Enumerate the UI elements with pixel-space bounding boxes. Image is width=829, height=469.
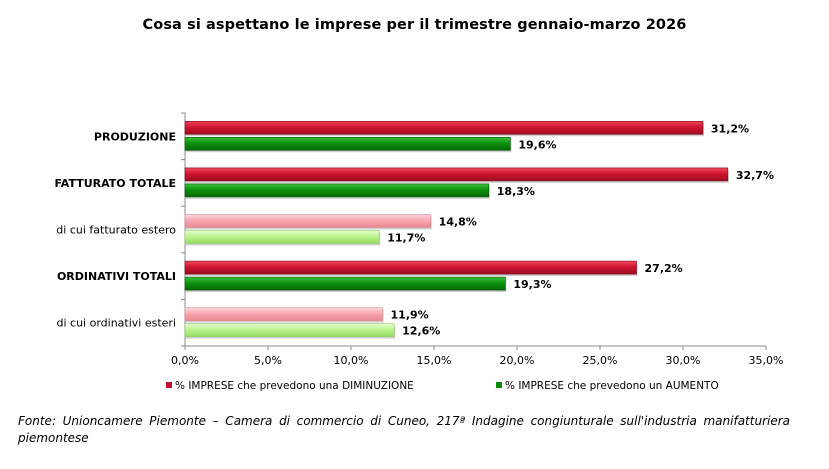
legend-swatch-aumento [496,382,502,388]
bar-diminuzione [184,167,729,182]
value-label-aumento: 19,6% [518,138,556,151]
value-label-aumento: 19,3% [513,278,551,291]
chart-title: Cosa si aspettano le imprese per il trim… [142,17,687,33]
x-tick-label: 35,0% [749,354,784,367]
value-label-diminuzione: 11,9% [391,309,429,322]
legend-swatch-diminuzione [166,382,172,388]
category-label: FATTURATO TOTALE [55,177,176,190]
value-label-diminuzione: 31,2% [711,122,749,135]
value-label-diminuzione: 14,8% [439,216,477,229]
bar-aumento [184,183,490,198]
category-label: di cui fatturato estero [56,224,176,237]
category-label: ORDINATIVI TOTALI [57,270,176,283]
bar-diminuzione [184,260,637,275]
value-label-diminuzione: 27,2% [645,262,683,275]
legend-label-diminuzione: % IMPRESE che prevedono una DIMINUZIONE [175,380,414,392]
category-label: PRODUZIONE [94,130,176,143]
source-note: Fonte: Unioncamere Piemonte – Camera di … [18,414,790,445]
x-tick-label: 5,0% [254,354,282,367]
bar-aumento [184,276,506,291]
bar-diminuzione [184,121,704,135]
value-label-aumento: 12,6% [402,325,440,338]
value-label-diminuzione: 32,7% [736,169,774,182]
bar-diminuzione [184,214,431,228]
x-tick-label: 30,0% [666,354,701,367]
x-tick-label: 0,0% [171,354,199,367]
legend-label-aumento: % IMPRESE che prevedono un AUMENTO [505,380,719,392]
x-tick-label: 20,0% [500,354,535,367]
bar-aumento [184,137,511,151]
x-tick-label: 10,0% [334,354,369,367]
bar-aumento [184,230,380,244]
bar-diminuzione [184,307,383,322]
value-label-aumento: 11,7% [387,232,425,245]
bar-aumento [184,323,395,338]
category-label: di cui ordinativi esteri [56,317,176,330]
x-tick-label: 15,0% [417,354,452,367]
value-label-aumento: 18,3% [497,185,535,198]
x-tick-label: 25,0% [583,354,618,367]
